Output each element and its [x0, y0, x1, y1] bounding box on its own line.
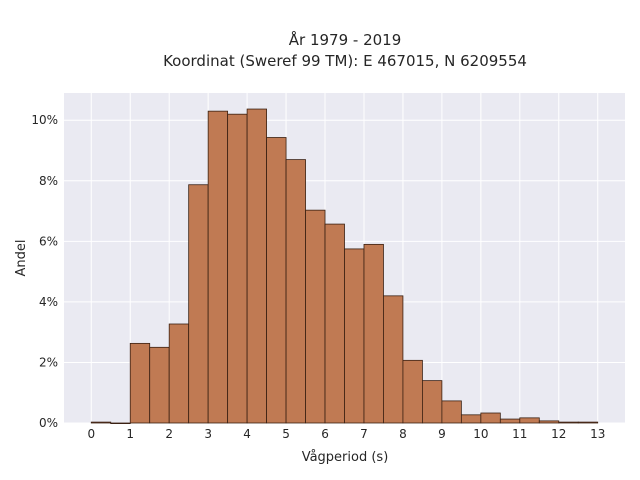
x-axis-label: Vågperiod (s) — [302, 450, 389, 465]
x-tick-label: 10 — [473, 427, 488, 441]
x-tick-label: 5 — [282, 427, 290, 441]
histogram-bar — [266, 137, 287, 424]
x-tick-label: 0 — [87, 427, 95, 441]
histogram-bar — [90, 421, 112, 424]
histogram-bar — [499, 418, 521, 424]
histogram-bar — [188, 184, 209, 424]
x-tick-label: 8 — [399, 427, 407, 441]
histogram-bar — [324, 223, 345, 424]
x-tick-label: 2 — [165, 427, 173, 441]
y-tick-label: 6% — [39, 234, 58, 248]
histogram-bar — [363, 243, 384, 424]
histogram-bar — [207, 110, 229, 424]
histogram-bar — [246, 108, 267, 424]
y-tick-label: 10% — [31, 113, 58, 127]
x-tick-label: 12 — [551, 427, 566, 441]
y-tick-label: 4% — [39, 295, 58, 309]
histogram-bar — [285, 159, 306, 424]
x-tick-label: 11 — [512, 427, 527, 441]
histogram-bar — [110, 422, 131, 425]
y-tick-label: 2% — [39, 355, 58, 369]
x-axis-ticks: 0 1 2 3 4 5 6 7 8 9 10 11 12 13 — [87, 427, 605, 441]
histogram-bar — [422, 380, 443, 424]
y-tick-label: 8% — [39, 174, 58, 188]
bars — [90, 108, 599, 425]
histogram-bar — [480, 412, 501, 424]
x-tick-label: 6 — [321, 427, 329, 441]
chart-subtitle: Koordinat (Sweref 99 TM): E 467015, N 62… — [163, 52, 527, 70]
x-tick-label: 1 — [126, 427, 134, 441]
y-tick-label: 0% — [39, 416, 58, 430]
histogram-bar — [344, 248, 365, 424]
x-tick-label: 7 — [360, 427, 368, 441]
histogram-bar — [149, 346, 170, 424]
histogram-bar — [168, 323, 190, 424]
histogram-bar — [402, 359, 423, 424]
y-axis-label: Andel — [14, 240, 29, 277]
histogram-bar — [577, 421, 599, 424]
histogram-bar — [227, 113, 248, 424]
y-axis-ticks: 0% 2% 4% 6% 8% 10% — [31, 113, 58, 430]
histogram-bar — [519, 417, 540, 424]
histogram-bar — [441, 400, 462, 424]
histogram-bar — [383, 295, 404, 424]
x-tick-label: 4 — [243, 427, 251, 441]
histogram-bar — [305, 209, 326, 424]
histogram-bar — [558, 421, 579, 424]
x-tick-label: 13 — [590, 427, 605, 441]
x-tick-label: 3 — [204, 427, 212, 441]
histogram-bar — [129, 342, 151, 424]
chart-title: År 1979 - 2019 — [289, 30, 402, 49]
x-tick-label: 9 — [438, 427, 446, 441]
histogram-bar — [460, 414, 482, 424]
histogram-bar — [538, 420, 560, 424]
